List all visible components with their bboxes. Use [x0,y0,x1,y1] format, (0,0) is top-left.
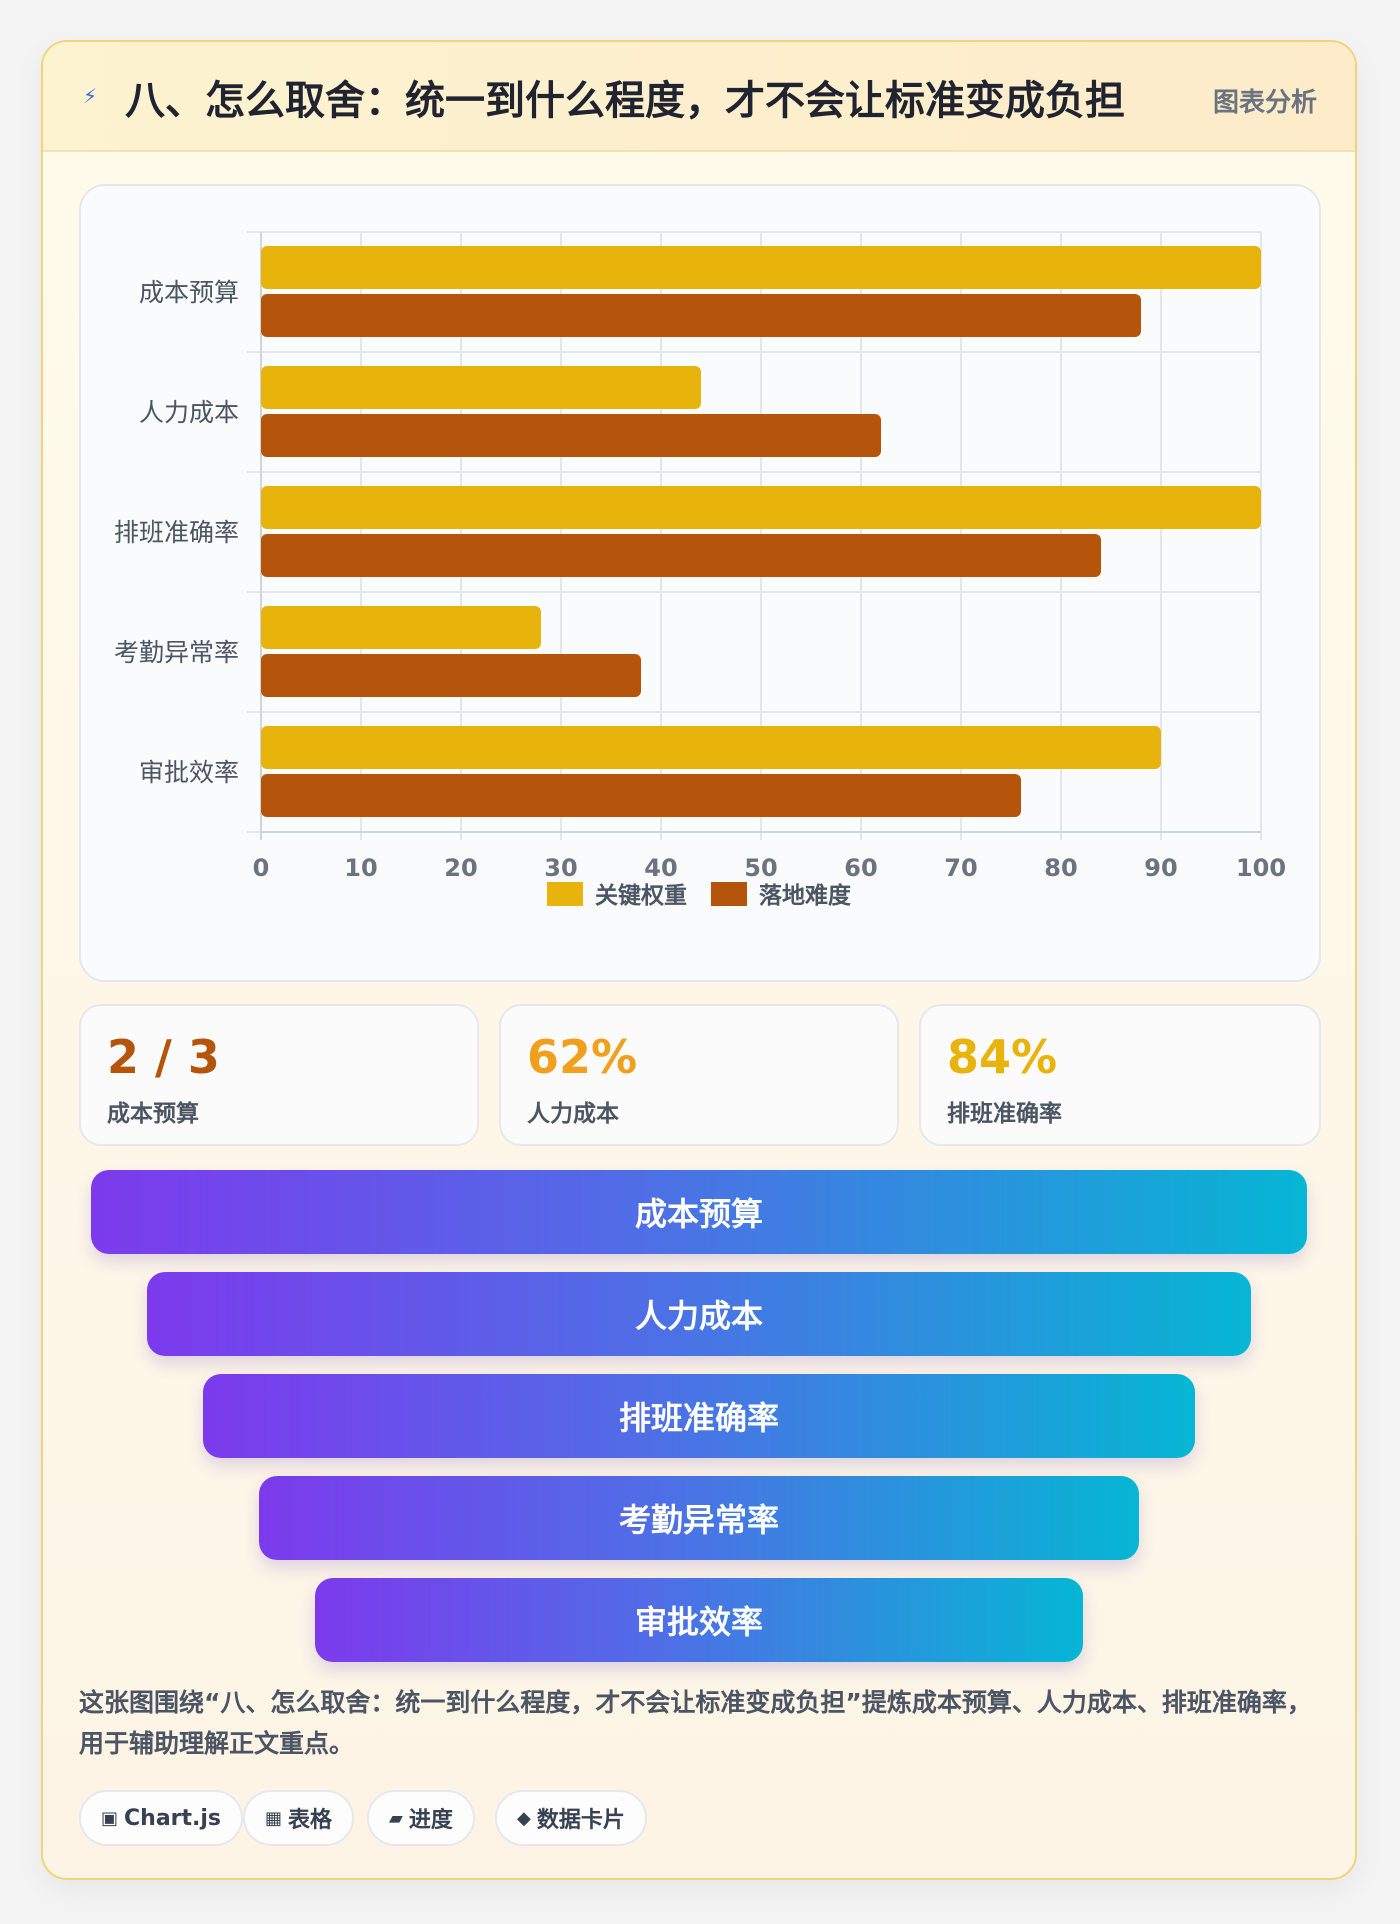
funnel-level: 人力成本 [147,1272,1251,1356]
x-tick-label: 80 [1044,854,1077,882]
stat-card: 2 / 3 成本预算 [79,1004,479,1146]
chart-description: 这张图围绕“八、怎么取舍：统一到什么程度，才不会让标准变成负担”提炼成本预算、人… [79,1688,1312,1758]
chart-analysis-tag: 图表分析 [1212,88,1317,118]
y-tick-label: 考勤异常率 [114,638,239,667]
bar [261,294,1141,337]
x-tick-label: 50 [744,854,777,882]
progress-tag-button[interactable]: ▰ 进度 [367,1790,475,1846]
funnel-level: 成本预算 [91,1170,1307,1254]
bar [261,654,641,697]
funnel-level: 考勤异常率 [259,1476,1139,1560]
table-icon: ▦ [265,1807,283,1829]
bar [261,726,1161,769]
x-tick-label: 40 [644,854,677,882]
pill-label: Chart.js [124,1805,222,1831]
bar [261,774,1021,817]
data-card-tag-button[interactable]: ◆ 数据卡片 [495,1790,647,1846]
x-tick-label: 90 [1144,854,1177,882]
x-tick-label: 20 [444,854,477,882]
chartjs-tag-button[interactable]: ▣ Chart.js [79,1790,244,1846]
legend-swatch [547,882,583,906]
stat-card: 62% 人力成本 [499,1004,899,1146]
bar [261,246,1261,289]
y-tick-label: 审批效率 [139,758,239,787]
pill-label: 表格 [288,1808,333,1833]
stat-value: 62% [527,1030,638,1084]
legend-label: 关键权重 [595,882,687,909]
stat-label: 成本预算 [107,1101,199,1127]
x-tick-label: 60 [844,854,877,882]
progress-icon: ▰ [389,1807,403,1829]
bar [261,534,1101,577]
chart-card: ⚡ 八、怎么取舍：统一到什么程度，才不会让标准变成负担 图表分析 成本预算人力成… [41,40,1357,1880]
bar [261,606,541,649]
x-tick-label: 70 [944,854,977,882]
page-title: 八、怎么取舍：统一到什么程度，才不会让标准变成负担 [125,78,1125,124]
bar [261,366,701,409]
legend-label: 落地难度 [759,882,852,909]
card-header: ⚡ 八、怎么取舍：统一到什么程度，才不会让标准变成负担 图表分析 [43,42,1355,152]
x-tick-label: 10 [344,854,377,882]
bar [261,486,1261,529]
x-tick-label: 0 [253,854,270,882]
y-tick-label: 排班准确率 [114,518,239,547]
x-tick-label: 30 [544,854,577,882]
stat-value: 84% [947,1030,1058,1084]
stat-label: 排班准确率 [947,1101,1062,1127]
stat-card: 84% 排班准确率 [919,1004,1321,1146]
bar [261,414,881,457]
x-tick-label: 100 [1236,854,1286,882]
diamond-icon: ◆ [517,1807,531,1829]
funnel-level: 审批效率 [315,1578,1083,1662]
y-tick-label: 成本预算 [139,278,239,307]
legend-swatch [711,882,747,906]
stat-label: 人力成本 [527,1101,619,1127]
chart-icon: ▣ [101,1807,119,1829]
funnel-level: 排班准确率 [203,1374,1195,1458]
pill-label: 数据卡片 [536,1808,625,1833]
stat-value: 2 / 3 [107,1030,220,1084]
y-tick-label: 人力成本 [139,398,239,427]
pill-label: 进度 [408,1808,453,1833]
table-tag-button[interactable]: ▦ 表格 [243,1790,355,1846]
lightning-icon: ⚡ [83,84,98,108]
bar-chart-panel: 成本预算人力成本排班准确率考勤异常率审批效率 0 10 20 30 40 50 60 70 80 9… [79,184,1321,982]
